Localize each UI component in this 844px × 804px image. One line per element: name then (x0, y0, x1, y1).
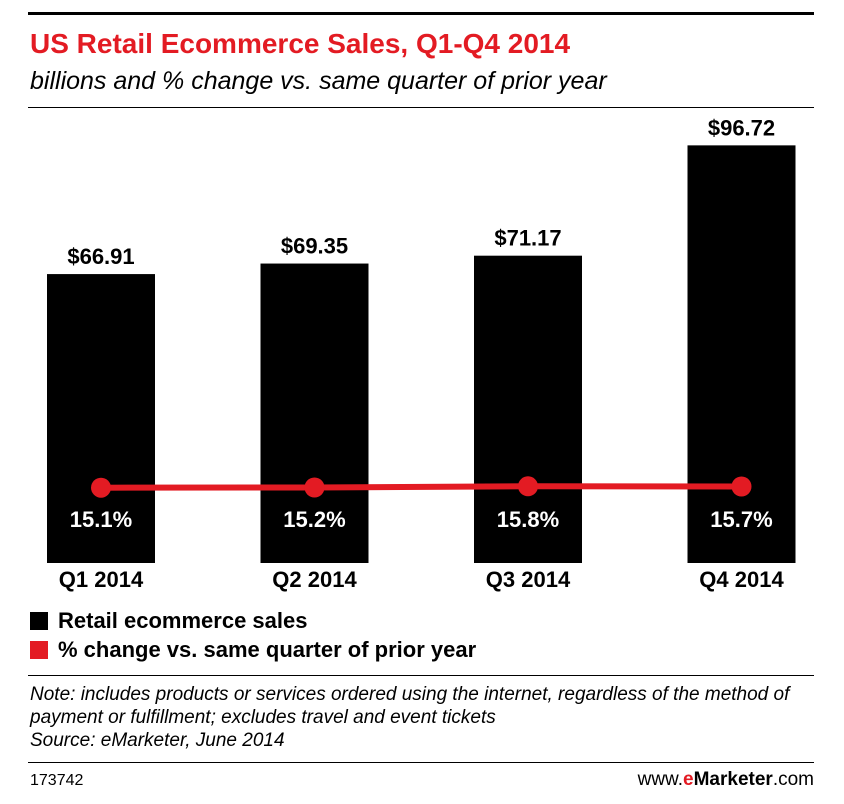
source-text: Source: eMarketer, June 2014 (30, 730, 285, 751)
x-tick-label: Q3 2014 (486, 567, 571, 592)
footer-rule (28, 762, 814, 763)
x-tick-label: Q2 2014 (272, 567, 357, 592)
legend-label-change: % change vs. same quarter of prior year (58, 637, 477, 662)
note-rule (28, 675, 814, 676)
line-point-1 (91, 477, 111, 498)
line-value-label: 15.2% (283, 507, 345, 532)
bar-4 (687, 145, 796, 563)
chart-subtitle: billions and % change vs. same quarter o… (30, 67, 607, 95)
note-text: Note: includes products or services orde… (30, 684, 790, 728)
line-point-4 (731, 476, 752, 497)
legend-item-sales: Retail ecommerce sales (30, 608, 308, 633)
chart-id: 173742 (30, 772, 84, 789)
line-value-label: 15.8% (497, 507, 559, 532)
line-point-2 (304, 477, 325, 498)
percent-change-line (100, 483, 742, 491)
top-rule (28, 12, 814, 15)
legend-swatch-change (30, 641, 48, 659)
emarketer-logo: www.eMarketer.com (637, 769, 814, 790)
chart-title: US Retail Ecommerce Sales, Q1-Q4 2014 (30, 28, 571, 59)
x-tick-label: Q1 2014 (59, 567, 144, 592)
bar-2 (260, 263, 369, 563)
chart-note: Note: includes products or services orde… (30, 683, 820, 752)
line-value-label: 15.7% (710, 507, 772, 532)
bar-value-label: $96.72 (708, 115, 775, 140)
bar-3 (474, 255, 582, 564)
bar-line-chart: $66.91 Q1 2014 $69.35 Q2 2014 $71.17 Q3 2014 $… (47, 115, 796, 592)
legend-item-change: % change vs. same quarter of prior year (30, 637, 477, 662)
legend-label-sales: Retail ecommerce sales (58, 608, 308, 633)
legend-swatch-sales (30, 612, 48, 630)
bar-1 (47, 274, 155, 563)
title-rule (28, 107, 814, 108)
line-value-label: 15.1% (70, 507, 132, 532)
x-tick-label: Q4 2014 (699, 567, 784, 592)
bar-value-label: $66.91 (67, 244, 134, 269)
bar-value-label: $69.35 (281, 234, 348, 259)
bar-value-label: $71.17 (494, 226, 561, 251)
line-point-3 (518, 476, 538, 497)
